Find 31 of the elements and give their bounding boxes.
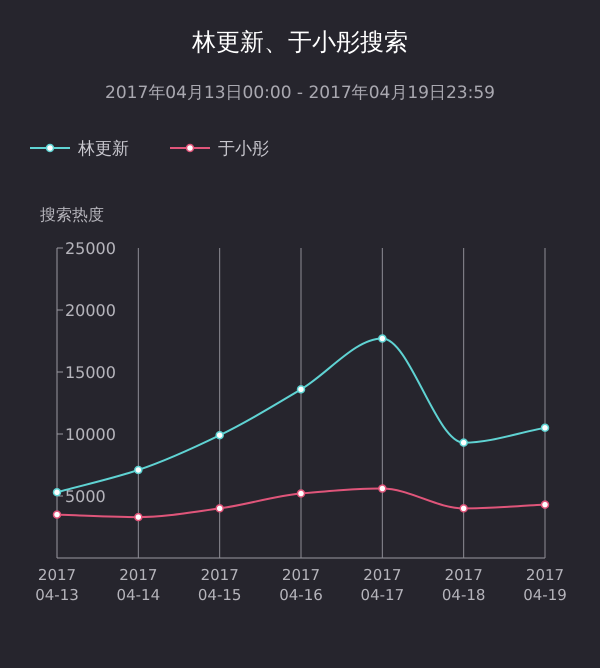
y-tick-label: 10000	[65, 425, 116, 444]
chart-subtitle: 2017年04月13日00:00 - 2017年04月19日23:59	[105, 83, 495, 103]
point	[540, 424, 550, 432]
x-tick-label: 2017 04-17	[360, 566, 404, 604]
legend-label: 于小彤	[218, 139, 269, 159]
x-tick-label: 2017 04-15	[198, 566, 242, 604]
point	[459, 438, 468, 447]
point	[296, 489, 306, 498]
x-tick-label: 2017 04-18	[442, 566, 486, 604]
point	[296, 385, 306, 394]
x-tick-label: 2017 04-16	[279, 566, 323, 604]
x-tick-label: 2017 04-14	[116, 566, 160, 604]
chart-title: 林更新、于小彤搜索	[191, 28, 408, 56]
point	[52, 510, 62, 519]
y-axis-title: 搜索热度	[40, 205, 104, 224]
y-tick-label: 25000	[65, 239, 116, 258]
x-tick-label: 2017 04-19	[523, 566, 567, 604]
point	[540, 500, 550, 509]
point	[134, 466, 143, 474]
y-tick-label: 15000	[65, 363, 116, 382]
point	[134, 512, 143, 522]
legend-label: 林更新	[77, 139, 129, 159]
point	[459, 504, 468, 513]
point	[215, 430, 224, 440]
point	[52, 488, 62, 497]
point	[215, 504, 224, 513]
point	[378, 484, 387, 493]
x-tick-label: 2017 04-13	[35, 566, 79, 604]
point	[378, 334, 387, 343]
y-tick-label: 20000	[65, 301, 116, 320]
y-tick-label: 5000	[65, 487, 106, 506]
